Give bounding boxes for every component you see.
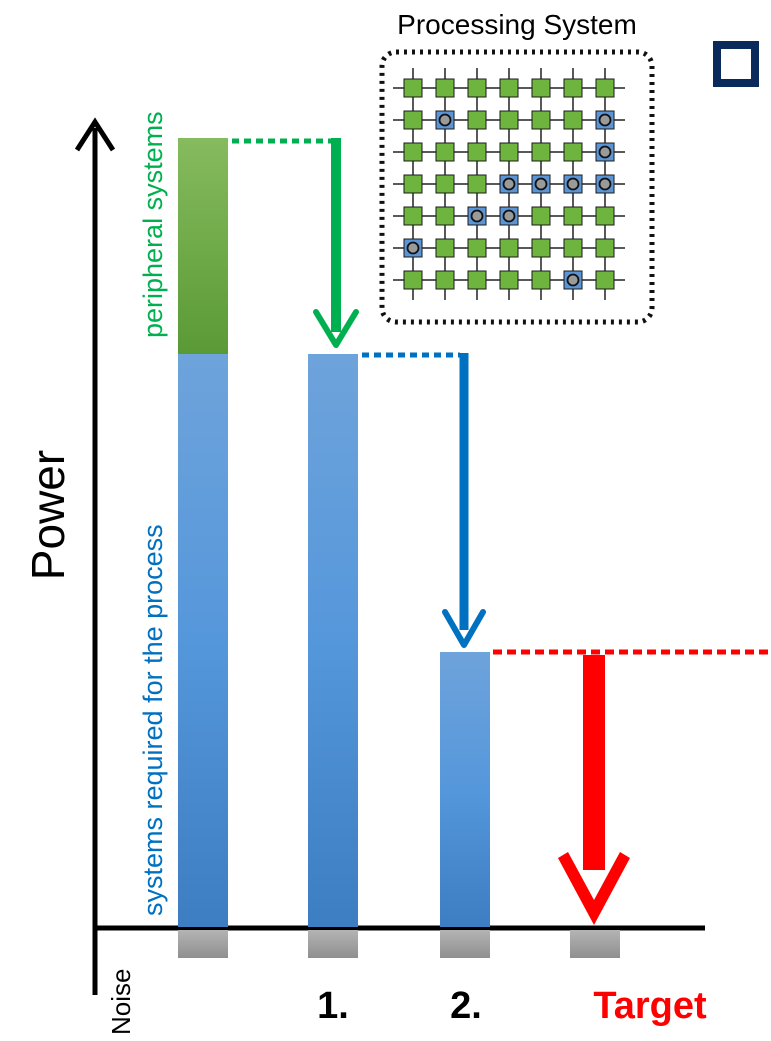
grid-node [531, 206, 551, 226]
processing-grid [393, 68, 625, 300]
process-systems-label: systems required for the process [138, 524, 168, 916]
grid-node [435, 174, 455, 194]
x-label-2: 2. [450, 985, 482, 1027]
grid-node-marker [566, 273, 580, 287]
square-outline-icon [713, 41, 759, 87]
grid-node [403, 174, 423, 194]
grid-node [595, 206, 615, 226]
grid-node [403, 206, 423, 226]
noise-block-0 [178, 930, 228, 958]
grid-node-marker [438, 113, 452, 127]
grid-node [531, 238, 551, 258]
grid-node [467, 110, 487, 130]
grid-node [499, 78, 519, 98]
power-axis-label: Power [22, 450, 74, 580]
grid-node [499, 110, 519, 130]
grid-node [499, 238, 519, 258]
bar-process-segment-0 [178, 354, 228, 927]
grid-node [531, 110, 551, 130]
grid-node-marker [406, 241, 420, 255]
grid-node-marker [470, 209, 484, 223]
grid-node [403, 142, 423, 162]
processing-system-frame [379, 49, 655, 325]
grid-node [467, 142, 487, 162]
green-arrowhead [313, 309, 359, 348]
grid-node [531, 78, 551, 98]
grid-node-marker [534, 177, 548, 191]
grid-node [531, 270, 551, 290]
grid-node [467, 238, 487, 258]
noise-block-target [570, 930, 620, 958]
bar-process-1 [308, 354, 358, 927]
grid-node [435, 206, 455, 226]
grid-node [467, 270, 487, 290]
grid-node [435, 78, 455, 98]
grid-node [435, 142, 455, 162]
noise-label: Noise [106, 969, 136, 1035]
grid-node-marker [598, 177, 612, 191]
blue-arrowhead [442, 609, 486, 648]
grid-node-marker [502, 209, 516, 223]
grid-node [563, 78, 583, 98]
grid-node [563, 110, 583, 130]
grid-node [595, 238, 615, 258]
grid-node [563, 238, 583, 258]
grid-node [403, 78, 423, 98]
grid-node [563, 142, 583, 162]
grid-node [403, 270, 423, 290]
grid-node [595, 78, 615, 98]
grid-node [531, 142, 551, 162]
grid-node-marker [566, 177, 580, 191]
grid-node [563, 206, 583, 226]
grid-node-marker [502, 177, 516, 191]
grid-node-marker [598, 145, 612, 159]
y-axis-arrowhead [74, 117, 116, 152]
grid-node [403, 110, 423, 130]
peripheral-systems-label: peripheral systems [138, 111, 168, 338]
grid-node-marker [598, 113, 612, 127]
bar-process-2 [440, 652, 490, 927]
grid-node [467, 78, 487, 98]
grid-node [435, 270, 455, 290]
grid-node [499, 270, 519, 290]
grid-node [499, 142, 519, 162]
grid-node [467, 174, 487, 194]
x-label-target: Target [593, 985, 707, 1027]
grid-node [595, 270, 615, 290]
x-label-1: 1. [317, 985, 349, 1027]
grid-node [435, 238, 455, 258]
bar-peripheral-segment [178, 138, 228, 354]
noise-block-2 [440, 930, 490, 958]
processing-system-title: Processing System [397, 9, 637, 40]
noise-block-1 [308, 930, 358, 958]
red-arrowhead [558, 852, 630, 925]
